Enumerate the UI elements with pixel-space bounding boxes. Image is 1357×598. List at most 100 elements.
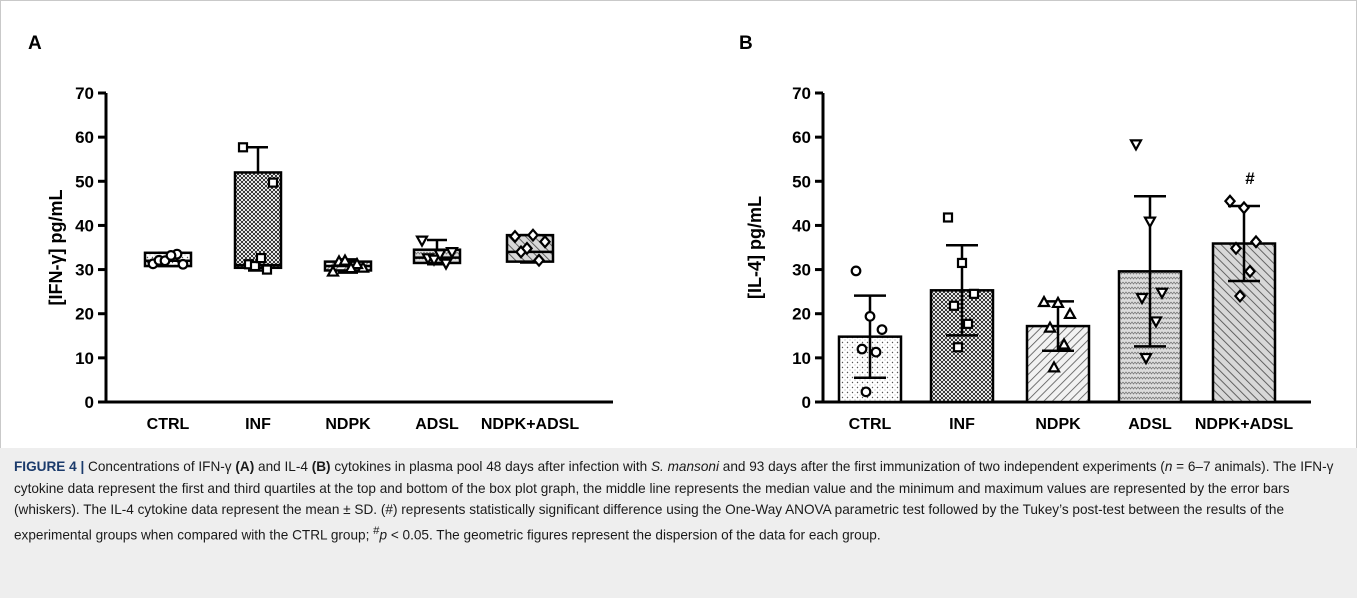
data-point [1249, 234, 1263, 249]
significance-annotation: # [1245, 169, 1255, 188]
data-point [860, 386, 872, 398]
data-point [427, 254, 441, 267]
box-group [143, 248, 193, 270]
data-point [249, 260, 261, 272]
data-point [850, 265, 862, 277]
caption-text: < 0.05. The geometric figures represent … [387, 527, 881, 543]
data-point [177, 258, 189, 270]
data-point [338, 253, 352, 266]
y-tick-label: 20 [792, 305, 811, 324]
y-tick-label: 10 [792, 349, 811, 368]
caption-text: = 6–7 animals). The IFN-γ cytokine data … [14, 459, 1334, 543]
data-point [520, 241, 534, 256]
data-point [165, 250, 177, 261]
bar-group [1025, 294, 1091, 404]
data-point [433, 249, 447, 262]
data-point [1135, 292, 1149, 306]
x-tick-label: CTRL [147, 416, 190, 433]
x-tick-label: ADSL [415, 416, 459, 433]
data-point [350, 256, 364, 270]
data-point [508, 229, 522, 244]
data-point [267, 177, 279, 188]
x-tick-label: INF [245, 416, 271, 433]
x-tick-label: NDPK [325, 416, 371, 433]
data-point [1155, 287, 1169, 300]
data-point [1233, 289, 1247, 304]
data-point [1143, 216, 1157, 229]
data-point [876, 324, 888, 336]
caption-species: S. mansoni [650, 459, 719, 474]
data-point [439, 258, 453, 271]
caption-text: and IL-4 [254, 459, 312, 474]
data-point [1237, 200, 1251, 215]
y-tick-label: 0 [802, 393, 811, 412]
y-tick-label: 0 [85, 393, 94, 412]
panel-a-letter: A [28, 33, 42, 54]
y-tick-label: 10 [75, 349, 94, 368]
data-point [948, 300, 960, 311]
data-point [1043, 320, 1057, 333]
data-point [1223, 194, 1237, 209]
y-tick-label: 40 [792, 216, 811, 235]
data-point [1057, 337, 1071, 350]
data-point [326, 264, 340, 277]
caption-text: Concentrations of IFN-γ [84, 459, 236, 474]
y-tick-label: 70 [75, 84, 94, 103]
data-point [415, 235, 429, 248]
data-point [344, 260, 358, 274]
y-tick-label: 60 [75, 128, 94, 147]
x-tick-label: CTRL [849, 416, 892, 433]
y-tick-label: 70 [792, 84, 811, 103]
caption-label: FIGURE 4 | [14, 459, 85, 474]
data-point [968, 288, 980, 299]
x-tick-label: NDPK+ADSL [1195, 416, 1293, 433]
data-point [870, 346, 882, 358]
caption-text: and 93 days after the first immunization… [718, 459, 1165, 474]
data-point [962, 318, 974, 329]
y-tick-label: 30 [792, 261, 811, 280]
data-point [1149, 316, 1163, 329]
data-point [445, 247, 459, 260]
x-tick-label: INF [949, 416, 975, 433]
x-tick-label: ADSL [1128, 416, 1172, 433]
y-axis-label: [IFN-γ] pg/mL [46, 190, 66, 306]
box [233, 171, 283, 270]
data-point [261, 264, 273, 275]
data-point [1139, 352, 1153, 366]
figure-chart-area: A B 0 10 20 30 40 50 60 70 [IFN-γ] pg/mL CTRL INF N… [28, 33, 1311, 433]
data-point [856, 343, 868, 355]
y-tick-label: 60 [792, 128, 811, 147]
bar-group: # [1211, 169, 1277, 404]
data-point [532, 253, 546, 268]
figure-caption: FIGURE 4 | Concentrations of IFN-γ (A) a… [0, 448, 1357, 598]
data-point [526, 228, 540, 243]
x-tick-label: NDPK [1035, 416, 1081, 433]
y-tick-label: 30 [75, 261, 94, 280]
caption-n: n [1164, 459, 1173, 474]
data-point [1037, 294, 1051, 308]
data-point [255, 252, 267, 264]
box-group [233, 142, 283, 275]
bar-group [929, 212, 995, 404]
panel-b-chart: 0 10 20 30 40 50 60 70 [IL-4] pg/mL CTRL INF NDPK AD… [745, 84, 1311, 433]
data-point [952, 342, 964, 353]
bar-group [837, 265, 903, 404]
bar-group [1117, 139, 1183, 404]
caption-text: cytokines in plasma pool 48 days after i… [330, 459, 651, 474]
figure-panel: A B 0 10 20 30 40 50 60 70 [IFN-γ] pg/mL CTRL INF N… [0, 0, 1357, 449]
y-tick-label: 50 [792, 172, 811, 191]
caption-ref-b: (B) [311, 459, 331, 474]
y-tick-label: 40 [75, 216, 94, 235]
panel-b-letter: B [739, 33, 753, 54]
data-point [1229, 241, 1243, 256]
data-point [538, 234, 552, 249]
data-point [1051, 295, 1065, 309]
y-tick-label: 50 [75, 172, 94, 191]
box-group [412, 235, 462, 271]
data-point [956, 257, 968, 269]
x-tick-label: NDPK+ADSL [481, 416, 579, 433]
y-axis-label: [IL-4] pg/mL [745, 196, 765, 299]
data-point [1063, 306, 1077, 320]
data-point [1243, 264, 1257, 279]
box-group [323, 253, 373, 277]
